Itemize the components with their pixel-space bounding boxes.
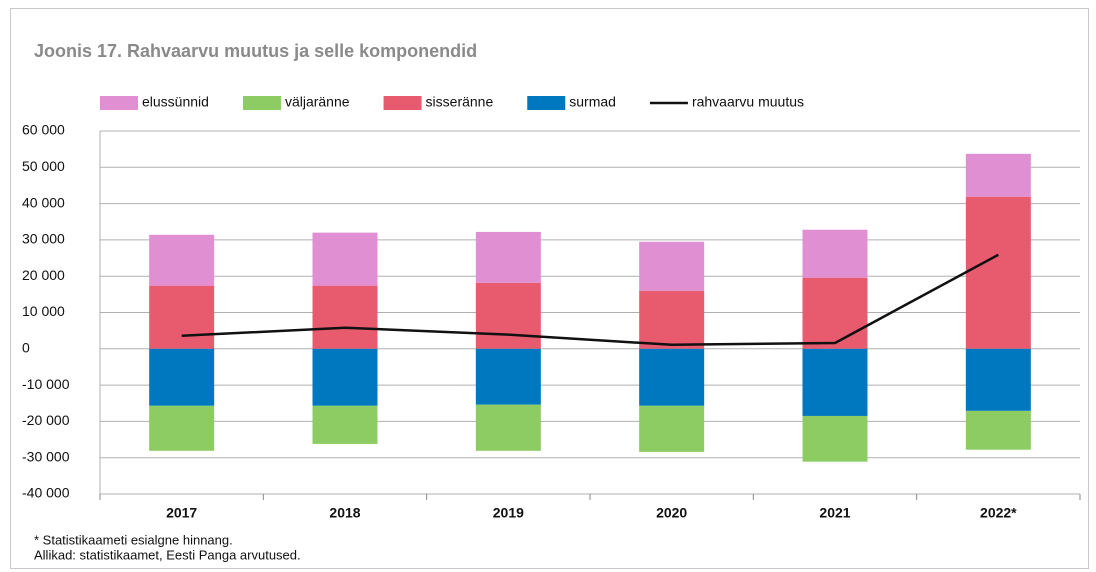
footnote: * Statistikaameti esialgne hinnang. <box>34 532 233 547</box>
y-tick-label: -10 000 <box>22 376 70 392</box>
y-tick-label: 40 000 <box>22 194 65 210</box>
bar-segment <box>965 410 1031 450</box>
y-tick-label: 0 <box>22 340 30 356</box>
bar-segment <box>639 348 705 406</box>
x-tick-label: 2018 <box>329 505 360 521</box>
bar-segment <box>312 348 378 406</box>
bar-segment <box>149 348 215 406</box>
legend-swatch <box>527 96 566 110</box>
bar-segment <box>965 348 1031 411</box>
legend-label: elussünnid <box>142 94 209 110</box>
y-tick-label: -30 000 <box>22 448 70 464</box>
bar-segment <box>312 405 378 444</box>
y-tick-label: -20 000 <box>22 412 70 428</box>
bar-segment <box>965 153 1031 197</box>
bar-segment <box>802 229 868 278</box>
bar-segment <box>149 285 215 349</box>
y-tick-label: 10 000 <box>22 303 65 319</box>
y-tick-label: 30 000 <box>22 231 65 247</box>
y-tick-label: 50 000 <box>22 158 65 174</box>
bar-segment <box>312 232 378 286</box>
legend-label: väljaränne <box>285 94 350 110</box>
legend-swatch <box>383 96 422 110</box>
footnote: Allikad: statistikaamet, Eesti Panga arv… <box>34 547 301 562</box>
y-tick-label: 60 000 <box>22 122 65 138</box>
bar-segment <box>802 348 868 416</box>
frame <box>10 8 1089 569</box>
bar-segment <box>802 277 868 349</box>
bar-segment <box>802 415 868 462</box>
x-tick-label: 2021 <box>819 505 850 521</box>
bar-segment <box>639 405 705 452</box>
bar-segment <box>312 285 378 349</box>
y-tick-label: 20 000 <box>22 267 65 283</box>
bar-segment <box>965 196 1031 349</box>
x-tick-label: 2022* <box>980 505 1017 521</box>
x-tick-label: 2017 <box>166 505 197 521</box>
x-tick-label: 2019 <box>493 505 524 521</box>
y-tick-label: -40 000 <box>22 485 70 501</box>
legend-label: sisseränne <box>426 94 494 110</box>
legend-swatch <box>100 96 138 110</box>
bar-segment <box>475 231 541 283</box>
legend-swatch <box>242 96 281 110</box>
legend-label: surmad <box>569 94 616 110</box>
x-tick-label: 2020 <box>656 505 687 521</box>
line <box>181 253 999 347</box>
bar-segment <box>475 404 541 451</box>
chart-title: Joonis 17. Rahvaarvu muutus ja selle kom… <box>34 41 477 61</box>
bar-segment <box>475 348 541 405</box>
bar-segment <box>149 234 215 286</box>
bar-segment <box>475 282 541 349</box>
bar-segment <box>639 290 705 349</box>
legend-label: rahvaarvu muutus <box>692 94 804 110</box>
bar-segment <box>149 405 215 451</box>
bar-segment <box>639 241 705 291</box>
